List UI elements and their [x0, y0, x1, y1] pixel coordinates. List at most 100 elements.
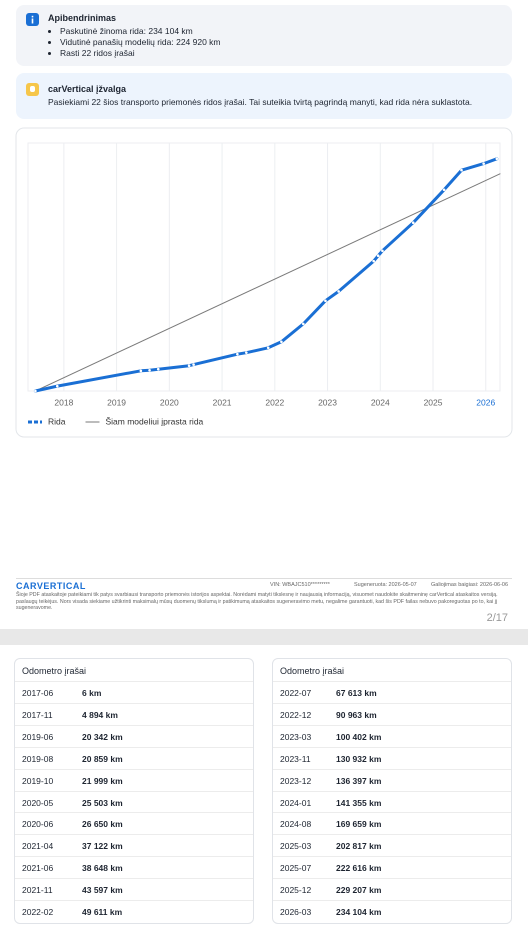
record-date: 2025-03: [280, 841, 312, 852]
table-row: 2026-03 234 104 km: [273, 900, 511, 922]
footer-disclaimer: Šioje PDF ataskaitoje pateikiami tik pat…: [16, 592, 498, 611]
record-mileage: 21 999 km: [82, 775, 123, 786]
table-row: 2017-06 6 km: [15, 681, 253, 703]
insight-icon: [26, 83, 39, 96]
summary-item: Rasti 22 ridos įrašai: [60, 48, 221, 59]
record-mileage: 26 650 km: [82, 819, 123, 830]
table-title: Odometro įrašai: [22, 666, 87, 676]
plot-area: [27, 142, 501, 392]
mileage-line: [33, 157, 499, 393]
table-row: 2021-06 38 648 km: [15, 856, 253, 878]
x-tick-label: 2025: [424, 397, 443, 407]
record-mileage: 38 648 km: [82, 863, 123, 874]
table-row: 2021-11 43 597 km: [15, 878, 253, 900]
table-row: 2024-08 169 659 km: [273, 812, 511, 834]
record-date: 2021-11: [22, 885, 53, 896]
mileage-point: [482, 162, 485, 165]
x-tick-label: 2022: [265, 397, 284, 407]
x-tick-label: 2023: [318, 397, 337, 407]
footer-logo: CARVERTICAL: [16, 581, 86, 591]
x-tick-label: 2019: [107, 397, 126, 407]
x-tick-label: 2026: [476, 397, 495, 407]
record-mileage: 229 207 km: [336, 885, 382, 896]
table-title: Odometro įrašai: [280, 666, 345, 676]
mileage-point: [148, 369, 151, 372]
record-mileage: 136 397 km: [336, 775, 382, 786]
odometer-table: Odometro įrašai 2017-06 6 km 2017-11 4 894 k…: [14, 658, 254, 924]
mileage-point: [411, 221, 415, 224]
record-mileage: 49 611 km: [82, 907, 123, 917]
record-date: 2019-06: [22, 731, 54, 742]
mileage-point: [324, 299, 327, 303]
record-date: 2023-11: [280, 753, 311, 764]
mileage-point: [192, 363, 195, 366]
record-mileage: 20 342 km: [82, 731, 123, 742]
table-row: 2022-07 67 613 km: [273, 681, 511, 703]
mileage-point: [301, 322, 305, 326]
summary-title: Apibendrinimas: [48, 13, 117, 23]
record-mileage: 6 km: [82, 688, 102, 698]
x-tick-label: 2024: [371, 397, 390, 407]
record-mileage: 222 616 km: [336, 863, 382, 874]
record-mileage: 100 402 km: [336, 731, 382, 742]
record-date: 2026-03: [280, 907, 312, 917]
table-row: 2022-12 90 963 km: [273, 702, 511, 725]
record-mileage: 67 613 km: [336, 688, 377, 698]
table-row: 2019-06 20 342 km: [15, 724, 253, 747]
record-date: 2022-07: [280, 688, 312, 698]
record-date: 2017-06: [22, 688, 54, 698]
footer-rule: [16, 578, 512, 579]
mileage-point: [236, 352, 239, 356]
table-row: 2025-03 202 817 km: [273, 834, 511, 856]
mileage-point: [280, 340, 283, 344]
record-mileage: 20 859 km: [82, 753, 123, 764]
record-mileage: 90 963 km: [336, 709, 377, 720]
record-mileage: 25 503 km: [82, 797, 123, 808]
record-date: 2021-06: [22, 863, 54, 874]
mileage-point: [337, 290, 340, 293]
insight-title: carVertical įžvalga: [48, 84, 127, 94]
odometer-table: Odometro įrašai 2022-07 67 613 km 2022-12 90…: [272, 658, 512, 924]
record-date: 2023-03: [280, 731, 312, 742]
record-date: 2019-10: [22, 775, 54, 786]
footer-vin: VIN: WBAJC510*********: [270, 582, 330, 588]
record-mileage: 130 932 km: [336, 753, 382, 764]
table-row: 2017-11 4 894 km: [15, 702, 253, 725]
table-row: 2019-10 21 999 km: [15, 768, 253, 791]
x-tick-label: 2018: [54, 397, 73, 407]
record-date: 2024-01: [280, 797, 312, 808]
record-mileage: 202 817 km: [336, 841, 382, 852]
mileage-point: [156, 367, 160, 371]
insight-text: Pasiekiami 22 šios transporto priemonės …: [48, 97, 473, 107]
legend-label: Šiam modeliui įprasta rida: [105, 416, 203, 426]
mileage-point: [442, 188, 446, 192]
record-date: 2017-11: [22, 709, 53, 720]
record-date: 2019-08: [22, 753, 54, 764]
record-mileage: 37 122 km: [82, 841, 123, 852]
table-row: 2020-05 25 503 km: [15, 790, 253, 813]
page-number: 2/17: [486, 612, 508, 624]
record-date: 2025-12: [280, 885, 312, 896]
mileage-point: [55, 384, 59, 388]
footer-generated: Sugeneruota: 2026-05-07: [354, 582, 417, 588]
mileage-point: [376, 254, 380, 257]
typical-mileage-line: [34, 173, 501, 392]
insight-box: carVertical įžvalga Pasiekiami 22 šios t…: [16, 73, 512, 119]
page-gap: [0, 629, 528, 645]
record-date: 2024-08: [280, 819, 312, 830]
mileage-point: [495, 157, 499, 161]
summary-box: Apibendrinimas Paskutinė žinoma rida: 23…: [16, 5, 512, 66]
record-date: 2020-06: [22, 819, 54, 830]
x-tick-label: 2021: [213, 397, 232, 407]
table-row: 2021-04 37 122 km: [15, 834, 253, 856]
mileage-point: [34, 389, 37, 393]
mileage-point: [245, 351, 248, 354]
chart: 2018 2019 2020 2021 2022 2023 2024 2025 2026 Rida…: [15, 127, 513, 438]
record-date: 2025-07: [280, 863, 312, 874]
legend-label: Rida: [48, 416, 66, 426]
table-row: 2023-11 130 932 km: [273, 746, 511, 769]
mileage-point: [372, 259, 375, 263]
mileage-point: [266, 346, 270, 350]
record-mileage: 43 597 km: [82, 885, 123, 896]
